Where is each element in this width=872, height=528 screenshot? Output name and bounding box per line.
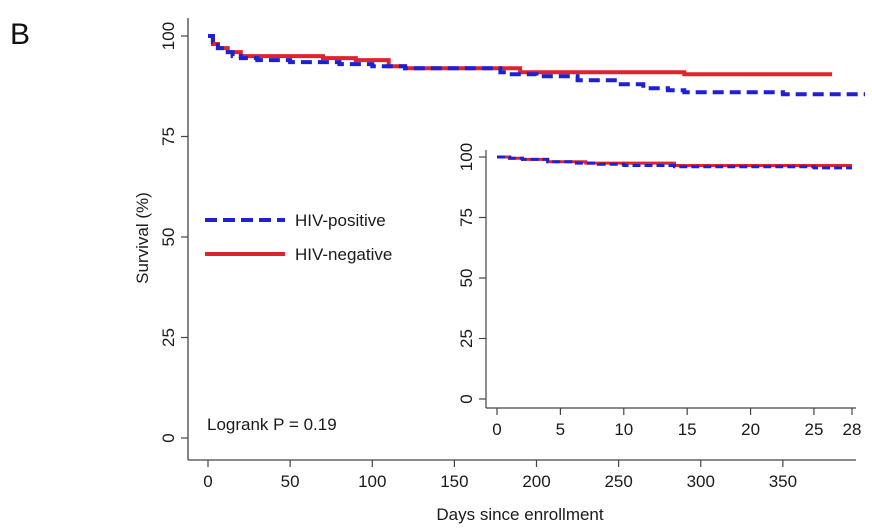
main-y-ticks: 0 25 50 75 100 xyxy=(159,22,188,443)
inset-x-tick-label-2: 10 xyxy=(614,420,633,439)
inset-x-tick-label-4: 20 xyxy=(741,420,760,439)
main-y-tick-label-4: 100 xyxy=(159,22,178,50)
inset-y-tick-label-3: 75 xyxy=(457,208,476,227)
panel-label: B xyxy=(10,18,30,51)
inset-y-ticks: 0 25 50 75 100 xyxy=(457,143,486,404)
inset-x-tick-label-0: 0 xyxy=(492,420,501,439)
main-y-tick-label-3: 75 xyxy=(159,127,178,146)
legend: HIV-positive HIV-negative xyxy=(205,211,392,264)
y-axis-label: Survival (%) xyxy=(133,192,152,284)
main-x-tick-label-0: 0 xyxy=(203,472,212,491)
inset-x-tick-label-3: 15 xyxy=(678,420,697,439)
inset-series xyxy=(497,155,852,170)
inset-series-hiv-positive xyxy=(497,155,852,170)
main-axes xyxy=(187,18,856,461)
legend-label-hiv-positive: HIV-positive xyxy=(295,211,386,230)
main-x-tick-label-3: 150 xyxy=(440,472,468,491)
main-x-ticks: 0 50 100 150 200 250 300 350 xyxy=(203,460,797,491)
main-y-tick-label-2: 50 xyxy=(159,228,178,247)
main-x-tick-label-6: 300 xyxy=(687,472,715,491)
inset-y-tick-label-1: 25 xyxy=(457,329,476,348)
main-x-tick-label-1: 50 xyxy=(281,472,300,491)
inset-y-tick-label-4: 100 xyxy=(457,143,476,171)
inset-x-ticks: 0 5 10 15 20 25 28 xyxy=(492,408,861,439)
main-series-hiv-positive xyxy=(208,34,865,97)
main-x-tick-label-2: 100 xyxy=(358,472,386,491)
main-x-tick-label-4: 200 xyxy=(522,472,550,491)
legend-label-hiv-negative: HIV-negative xyxy=(295,245,392,264)
main-series-hiv-negative xyxy=(208,34,833,77)
inset-axes xyxy=(485,150,856,409)
main-x-tick-label-7: 350 xyxy=(769,472,797,491)
main-x-tick-label-5: 250 xyxy=(604,472,632,491)
inset-y-tick-label-0: 0 xyxy=(457,394,476,403)
inset-x-tick-label-6: 28 xyxy=(843,420,862,439)
main-series xyxy=(208,34,865,97)
inset-background xyxy=(478,140,858,438)
x-axis-label: Days since enrollment xyxy=(436,505,604,524)
logrank-annotation: Logrank P = 0.19 xyxy=(207,415,337,434)
inset-y-tick-label-2: 50 xyxy=(457,269,476,288)
inset-series-hiv-negative xyxy=(497,155,852,167)
main-y-tick-label-0: 0 xyxy=(159,433,178,442)
inset-x-tick-label-5: 25 xyxy=(805,420,824,439)
inset-x-tick-label-1: 5 xyxy=(556,420,565,439)
main-y-tick-label-1: 25 xyxy=(159,328,178,347)
